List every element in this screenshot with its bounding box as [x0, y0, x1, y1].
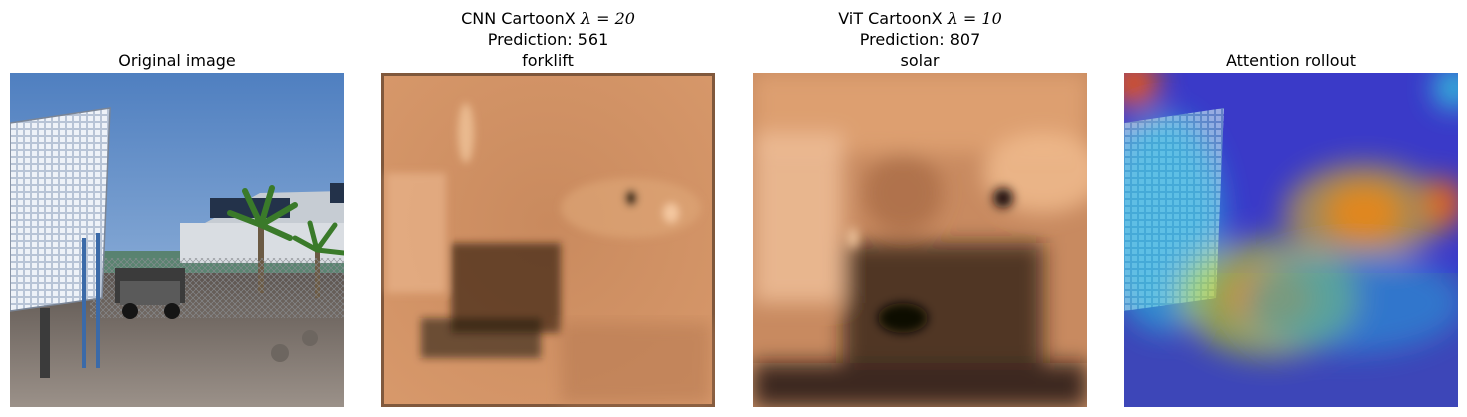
solar-panel-array-icon: [10, 107, 111, 378]
vit-cartoonx-map: [753, 73, 1087, 407]
panel-attention-rollout: Attention rollout: [1124, 0, 1458, 417]
lambda-label: λ = 20: [580, 9, 635, 28]
cnn-cartoonx-map: [381, 73, 715, 407]
model-label: ViT CartoonX: [838, 9, 943, 28]
attention-rollout-map: [1124, 73, 1458, 407]
pickup-truck-icon: [115, 268, 185, 319]
prediction-label: Prediction: 807: [859, 30, 981, 49]
model-label: CNN CartoonX: [461, 9, 576, 28]
prediction-label: Prediction: 561: [487, 30, 609, 49]
class-label: solar: [900, 51, 940, 70]
panel-title-line-1: CNN CartoonX λ = 20: [381, 8, 715, 29]
panel-title: Original image: [118, 51, 236, 70]
class-label: forklift: [522, 51, 574, 70]
panel-original: Original image: [10, 0, 344, 417]
panel-title-line-1: ViT CartoonX λ = 10: [753, 8, 1087, 29]
lambda-label: λ = 10: [947, 9, 1002, 28]
panel-vit-cartoonx: ViT CartoonX λ = 10 Prediction: 807 sola…: [753, 0, 1087, 417]
original-photo: [10, 73, 344, 407]
panel-title: Attention rollout: [1225, 51, 1357, 70]
panel-cnn-cartoonx: CNN CartoonX λ = 20 Prediction: 561 fork…: [381, 0, 715, 417]
